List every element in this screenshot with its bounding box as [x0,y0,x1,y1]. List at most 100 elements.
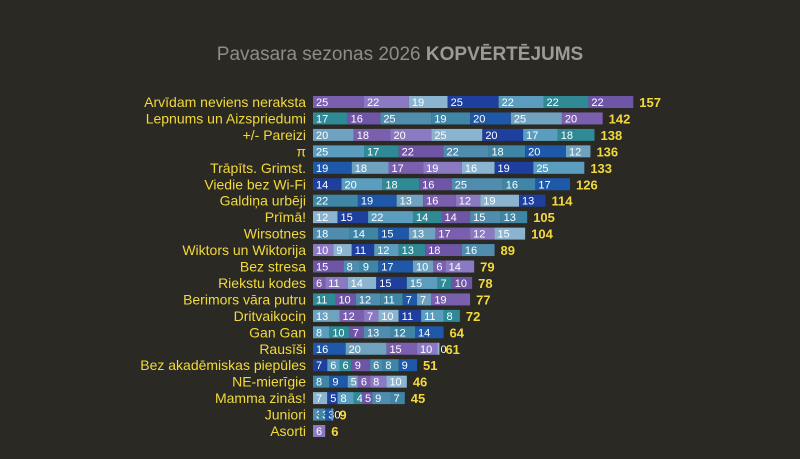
bar-segment [361,392,373,405]
segment-value-label: 22 [547,97,559,109]
bar-segment [431,128,483,141]
segment-value-label: 20 [485,130,497,142]
segment-value-label: 14 [351,278,363,290]
bar-segment [313,276,326,289]
bar-segment [417,293,432,306]
segment-value-label: 14 [418,327,430,339]
total-label: 89 [501,243,515,258]
team-label: Trāpīts. Grimst. [210,160,306,176]
segment-value-label: 7 [316,393,322,405]
bar-segment [500,211,528,224]
bar-segment [372,392,391,405]
total-label: 61 [445,342,459,357]
bar-segment [451,178,503,191]
team-label: Juniori [265,407,306,423]
bar-segment [455,194,481,207]
bar-segment [313,293,336,306]
bar-segment [349,326,364,339]
segment-value-label: 11 [316,294,327,306]
bar-segment [443,145,489,158]
segment-value-label: 17 [526,130,538,142]
total-label: 51 [423,358,437,373]
team-label: Gan Gan [249,324,306,340]
bar-segment [425,244,462,257]
total-label: 46 [413,375,427,390]
bar-segment [329,375,348,388]
total-label: 9 [339,408,346,423]
bar-segment [498,96,544,108]
segment-value-label: 17 [316,113,328,125]
bar-segment [445,260,475,273]
bar-segment [525,145,566,158]
bar-segment [535,178,571,191]
segment-value-label: 8 [316,377,322,389]
bar-segment [313,326,330,339]
bar-segment [339,359,352,372]
bar-segment [364,145,399,158]
segment-value-label: 18 [385,179,397,191]
bar-segment [398,145,444,158]
bar-segment [380,112,432,125]
bar-segment [419,178,452,191]
bar-segment [557,128,595,141]
bar-segment [441,211,471,224]
bar-segment [447,96,499,108]
segment-value-label: 12 [459,196,471,208]
bar-segment [337,211,369,224]
bar-segment [353,128,391,141]
segment-value-label: 17 [438,229,450,241]
chart-title-emphasis: KOPVĒRTĒJUMS [425,44,584,65]
team-label: Berimors vāra putru [183,291,306,307]
segment-value-label: 15 [340,212,352,224]
bar-segment [480,194,520,207]
bar-segment [461,161,495,174]
bar-segment [565,145,591,158]
segment-value-label: 22 [367,97,379,109]
bar-segment [510,112,562,125]
segment-value-label: 25 [514,113,526,125]
segment-value-label: 25 [434,130,446,142]
segment-value-label: 13 [400,196,412,208]
segment-value-label: 19 [483,196,495,208]
bar-segment [398,309,422,322]
bar-segment [423,161,462,174]
segment-value-label: 22 [502,97,514,109]
segment-value-label: 25 [451,97,463,109]
segment-value-label: 11 [355,245,366,257]
bar-segment [351,244,375,257]
bar-segment [313,260,344,273]
segment-value-label: 17 [538,179,550,191]
segment-value-label: 7 [440,278,446,290]
segment-value-label: 6 [373,360,379,372]
segment-value-label: 10 [381,311,393,323]
segment-value-label: 6 [436,262,442,274]
bar-segment [313,425,326,437]
segment-value-label: 10 [455,278,467,290]
team-label: Wirsotnes [244,226,306,242]
segment-value-label: 3 [328,410,334,422]
total-label: 45 [411,391,425,406]
bar-segment [443,309,460,322]
total-label: 79 [480,260,494,275]
total-label: 64 [450,325,465,340]
bar-segment [339,309,364,322]
bar-segment [380,293,403,306]
bar-segment [341,178,383,191]
segment-value-label: 14 [316,179,328,191]
segment-value-label: 25 [316,146,328,158]
segment-value-label: 14 [445,212,457,224]
segment-value-label: 14 [353,229,365,241]
bar-segment [357,194,397,207]
bar-segment [482,128,524,141]
segment-value-label: 9 [336,245,342,257]
segment-value-label: 9 [402,360,408,372]
bar-segment [345,342,387,355]
bar-segment [313,145,364,158]
segment-value-label: 12 [394,327,406,339]
segment-value-label: 13 [367,327,379,339]
team-label: Asorti [270,423,306,439]
segment-value-label: 13 [402,245,414,257]
segment-value-label: 15 [389,344,401,356]
